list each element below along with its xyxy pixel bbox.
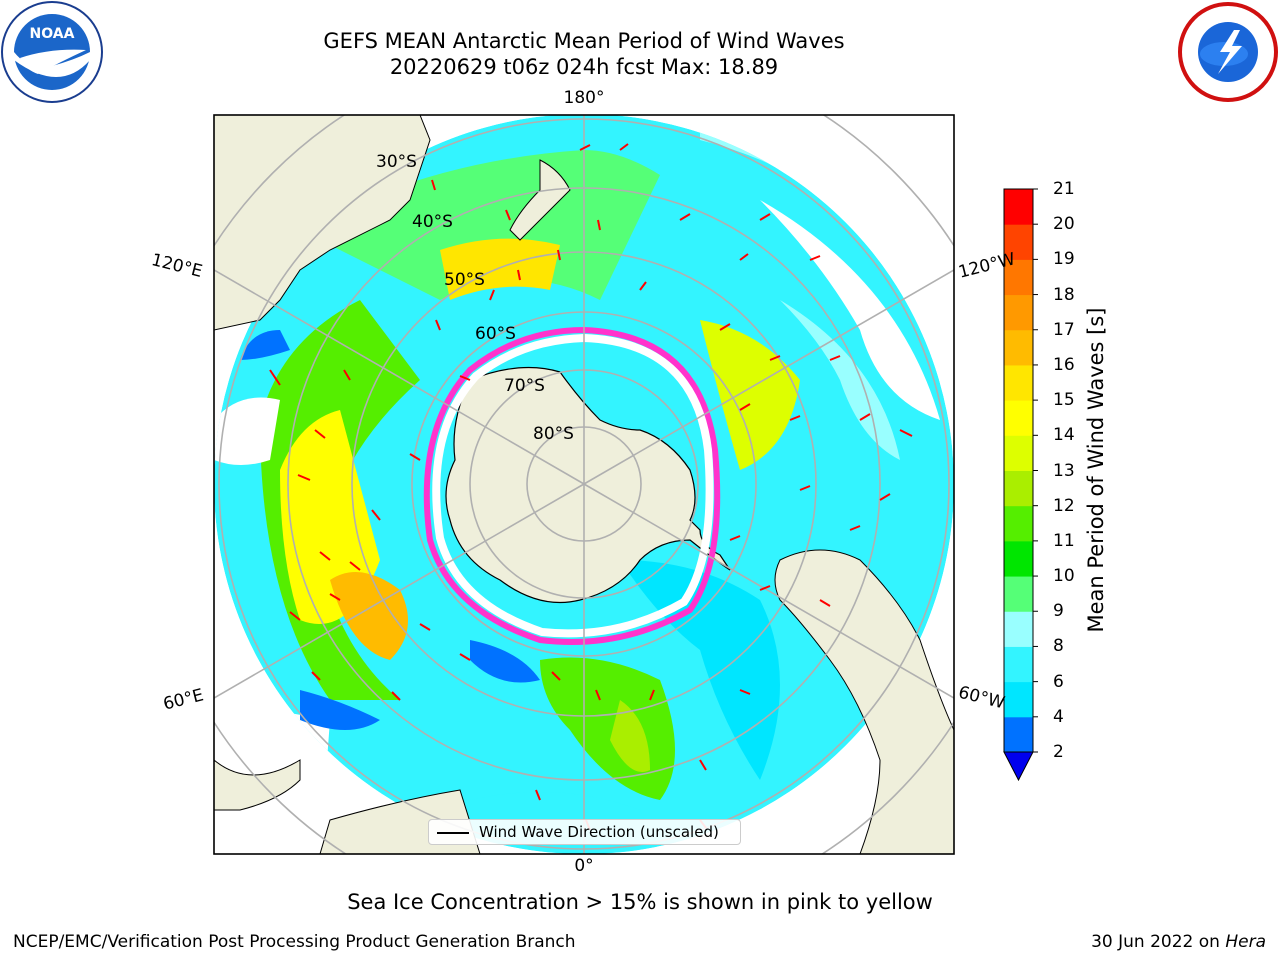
colorbar-segment bbox=[1004, 611, 1033, 647]
colorbar-segment bbox=[1004, 224, 1033, 260]
noaa-logo: NOAA bbox=[1, 1, 103, 103]
colorbar-tick-label: 13 bbox=[1053, 460, 1075, 481]
colorbar-segment bbox=[1004, 681, 1033, 718]
colorbar-segment bbox=[1004, 189, 1033, 225]
colorbar-tick-label: 10 bbox=[1053, 566, 1075, 587]
lat-label-80s: 80°S bbox=[533, 424, 574, 444]
colorbar-tick-label: 16 bbox=[1053, 354, 1075, 375]
lat-label-30s: 30°S bbox=[376, 152, 417, 172]
lat-label-40s: 40°S bbox=[412, 212, 453, 232]
colorbar-segment bbox=[1004, 716, 1033, 753]
colorbar-segment bbox=[1004, 470, 1033, 507]
colorbar-segment bbox=[1004, 540, 1033, 577]
colorbar-tick-label: 21 bbox=[1053, 179, 1075, 199]
colorbar-segment bbox=[1004, 294, 1033, 331]
colorbar-tick-label: 8 bbox=[1053, 636, 1064, 657]
colorbar-title: Mean Period of Wind Waves [s] bbox=[1084, 307, 1108, 633]
legend: Wind Wave Direction (unscaled) bbox=[428, 819, 741, 845]
colorbar-segment bbox=[1004, 259, 1033, 296]
footer-date: 30 Jun 2022 on Hera bbox=[1091, 932, 1266, 952]
lon-label-180: 180° bbox=[563, 88, 605, 108]
colorbar-segment bbox=[1004, 646, 1033, 683]
colorbar-tick-label: 6 bbox=[1053, 671, 1064, 692]
colorbar-segment bbox=[1004, 400, 1033, 436]
colorbar-tick-label: 11 bbox=[1053, 530, 1075, 551]
colorbar-tick-label: 2 bbox=[1053, 742, 1064, 762]
colorbar-tick-label: 19 bbox=[1053, 249, 1075, 270]
colorbar-extend-arrow bbox=[1003, 751, 1034, 782]
lat-label-50s: 50°S bbox=[444, 270, 485, 290]
colorbar-segment bbox=[1004, 435, 1033, 471]
colorbar-tick-label: 4 bbox=[1053, 706, 1064, 727]
colorbar bbox=[1003, 188, 1038, 782]
chart-subtitle: 20220629 t06z 024h fcst Max: 18.89 bbox=[389, 55, 779, 79]
colorbar-tick-label: 9 bbox=[1053, 601, 1064, 622]
legend-line-swatch bbox=[437, 832, 469, 834]
colorbar-segment bbox=[1004, 576, 1033, 612]
colorbar-tick-label: 18 bbox=[1053, 284, 1075, 305]
colorbar-segment bbox=[1004, 364, 1033, 401]
colorbar-segment bbox=[1004, 329, 1033, 366]
legend-label: Wind Wave Direction (unscaled) bbox=[479, 823, 719, 841]
colorbar-tick-label: 17 bbox=[1053, 319, 1075, 340]
colorbar-tick-label: 12 bbox=[1053, 495, 1075, 516]
colorbar-tick-label: 15 bbox=[1053, 390, 1075, 411]
colorbar-tick-label: 20 bbox=[1053, 214, 1075, 235]
lon-label-0: 0° bbox=[574, 856, 594, 876]
chart-title: GEFS MEAN Antarctic Mean Period of Wind … bbox=[323, 29, 845, 53]
footer-host: Hera bbox=[1225, 932, 1266, 952]
footer-date-text: 30 Jun 2022 on bbox=[1091, 932, 1226, 952]
nws-logo bbox=[1178, 2, 1278, 102]
colorbar-segment bbox=[1004, 505, 1033, 542]
lat-label-70s: 70°S bbox=[504, 376, 545, 396]
noaa-logo-text: NOAA bbox=[30, 26, 75, 42]
footer-credit: NCEP/EMC/Verification Post Processing Pr… bbox=[13, 932, 576, 952]
lat-label-60s: 60°S bbox=[475, 324, 516, 344]
colorbar-tick-label: 14 bbox=[1053, 425, 1075, 446]
sea-ice-caption: Sea Ice Concentration > 15% is shown in … bbox=[347, 890, 933, 914]
